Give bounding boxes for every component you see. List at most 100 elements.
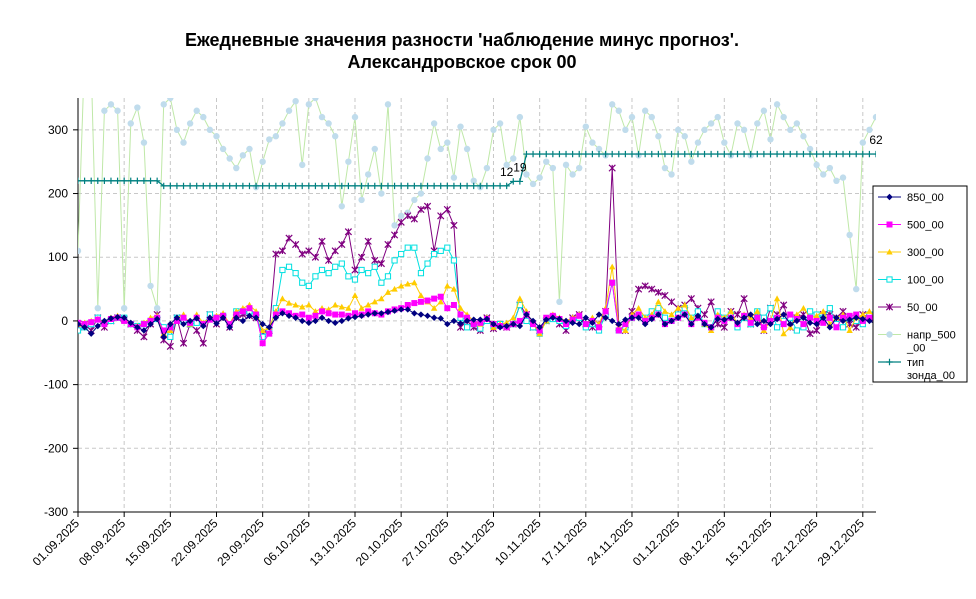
plot-grid: [77, 98, 876, 513]
point-tip: [490, 182, 497, 190]
point-500_00: [332, 311, 339, 318]
point-tip: [305, 182, 313, 190]
point-850_00: [437, 315, 444, 322]
point-50_00: [140, 333, 148, 341]
point-tip: [668, 150, 675, 158]
point-tip: [516, 178, 524, 185]
point-50_00: [364, 237, 372, 245]
point-napr: [886, 133, 892, 139]
point-850_00: [714, 315, 721, 323]
point-napr: [153, 304, 161, 312]
point-50_00: [813, 326, 821, 335]
point-napr: [589, 139, 596, 146]
point-850_00: [839, 317, 847, 325]
point-tip: [463, 182, 471, 190]
point-850_00: [543, 316, 550, 323]
point-100_00: [332, 263, 339, 270]
point-50_00: [371, 256, 379, 265]
point-100_00: [78, 327, 82, 334]
point-300_00: [279, 295, 286, 302]
point-napr: [641, 107, 649, 114]
legend-marker-napr: [886, 331, 893, 338]
point-850_00: [160, 333, 167, 341]
point-tip: [200, 182, 207, 190]
point-tip: [773, 150, 781, 158]
point-100_00: [424, 260, 431, 267]
tick-label-x: 24.11.2025: [584, 516, 636, 568]
point-tip: [688, 150, 695, 158]
point-50_00: [450, 221, 458, 230]
tick-label-y: -100: [44, 378, 68, 392]
point-tip: [760, 150, 768, 158]
point-tip: [134, 177, 141, 184]
point-300_00: [437, 298, 444, 305]
point-850_00: [186, 317, 194, 325]
point-50_00: [278, 247, 287, 255]
point-tip: [457, 182, 464, 190]
point-tip: [167, 182, 174, 190]
point-850_00: [866, 317, 873, 325]
point-500_00: [582, 321, 589, 328]
point-300_00: [754, 308, 761, 314]
point-napr: [219, 145, 227, 153]
point-napr: [740, 126, 748, 134]
point-850_00: [364, 311, 372, 318]
point-300_00: [503, 319, 510, 326]
point-300_00: [674, 304, 682, 311]
point-tip: [213, 182, 220, 190]
point-tip: [740, 150, 748, 158]
point-100_00: [411, 244, 418, 251]
point-500_00: [437, 293, 444, 300]
point-napr: [569, 171, 576, 178]
series-tip: [78, 150, 876, 190]
point-850_00: [754, 320, 761, 328]
point-850_00: [81, 324, 88, 331]
point-500_00: [516, 317, 523, 324]
point-850_00: [114, 313, 121, 321]
point-napr: [608, 101, 616, 108]
point-tip: [628, 150, 636, 158]
point-300_00: [292, 301, 299, 308]
point-100_00: [371, 263, 378, 270]
point-napr: [655, 133, 662, 140]
point-napr: [582, 123, 590, 130]
point-napr: [299, 161, 306, 169]
point-100_00: [477, 325, 484, 332]
point-500_00: [319, 308, 326, 315]
point-500_00: [239, 308, 246, 315]
point-50_00: [272, 250, 280, 258]
point-tip: [153, 177, 161, 184]
point-tip: [411, 182, 418, 190]
point-850_00: [529, 317, 537, 325]
point-100_00: [378, 279, 385, 286]
point-850_00: [721, 316, 728, 323]
point-850_00: [602, 314, 609, 321]
point-napr: [853, 285, 860, 293]
point-50_00: [641, 282, 649, 290]
legend-label: 500_00: [907, 220, 944, 232]
point-50_00: [324, 256, 333, 265]
point-850_00: [674, 314, 682, 321]
point-500_00: [596, 324, 603, 331]
point-850_00: [101, 317, 108, 325]
tick-label-x: 15.09.2025: [122, 516, 175, 569]
point-napr: [417, 190, 425, 197]
point-tip: [285, 182, 293, 190]
point-tip: [470, 182, 477, 190]
point-850_00: [740, 314, 748, 321]
chart-title-line2: Александровское срок 00: [348, 52, 577, 72]
point-tip: [417, 182, 425, 190]
point-850_00: [120, 314, 128, 321]
legend-label: тип зонда_00: [907, 357, 955, 382]
point-500_00: [820, 319, 827, 326]
point-napr: [615, 107, 622, 114]
point-tip: [233, 182, 240, 190]
point-napr: [787, 126, 794, 134]
point-tip: [246, 182, 253, 190]
point-napr: [872, 113, 876, 121]
point-napr: [378, 190, 385, 197]
point-850_00: [338, 317, 346, 325]
point-napr: [397, 212, 405, 220]
point-napr: [503, 161, 510, 169]
point-500_00: [180, 314, 187, 321]
